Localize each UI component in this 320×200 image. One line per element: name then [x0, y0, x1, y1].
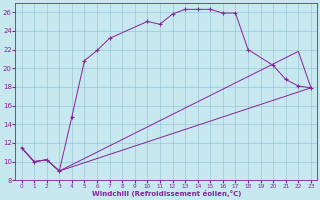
X-axis label: Windchill (Refroidissement éolien,°C): Windchill (Refroidissement éolien,°C): [92, 190, 241, 197]
